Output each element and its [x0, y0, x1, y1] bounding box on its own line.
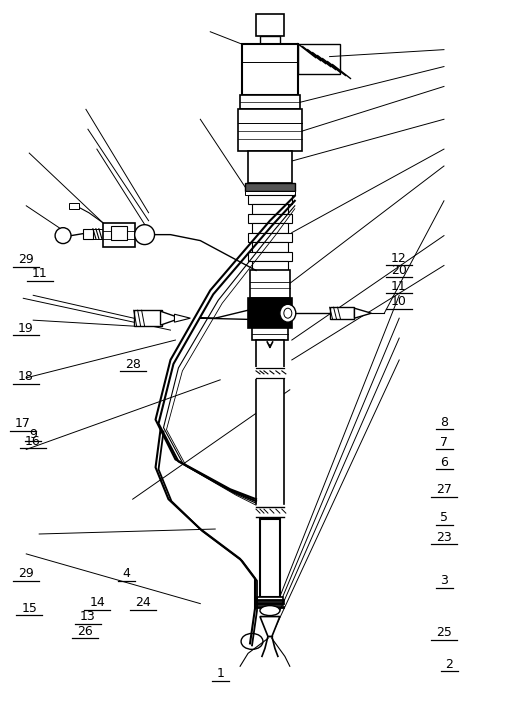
Bar	[250, 271, 290, 299]
Bar	[248, 195, 292, 204]
Ellipse shape	[241, 634, 263, 649]
Bar	[252, 261, 288, 271]
Text: 6: 6	[440, 456, 449, 468]
Text: 26: 26	[77, 625, 93, 638]
Bar	[298, 43, 339, 74]
Bar	[248, 151, 292, 183]
Text: 11: 11	[391, 280, 407, 293]
Text: 10: 10	[391, 295, 407, 308]
Bar	[252, 328, 288, 340]
Text: 24: 24	[135, 597, 151, 609]
Bar	[83, 229, 93, 238]
Bar	[330, 307, 354, 319]
Bar	[69, 203, 79, 209]
Text: 3: 3	[440, 574, 449, 587]
Bar	[242, 43, 298, 95]
Text: 1: 1	[217, 667, 224, 681]
Bar	[240, 95, 300, 109]
Bar	[252, 223, 288, 233]
Text: 18: 18	[18, 371, 34, 383]
Bar	[248, 233, 292, 242]
Bar	[252, 204, 288, 214]
Bar	[260, 36, 280, 43]
Text: 12: 12	[391, 252, 407, 265]
Text: 29: 29	[18, 253, 34, 266]
Bar	[256, 14, 284, 36]
Text: 14: 14	[89, 597, 105, 609]
Text: 29: 29	[18, 567, 34, 580]
Bar	[256, 340, 284, 509]
Text: 9: 9	[29, 428, 37, 441]
Text: 17: 17	[15, 417, 31, 430]
Polygon shape	[260, 617, 280, 637]
Circle shape	[135, 225, 155, 245]
Bar	[260, 519, 280, 597]
Bar	[245, 183, 295, 191]
Text: 2: 2	[445, 658, 454, 671]
Circle shape	[55, 228, 71, 243]
Text: 5: 5	[440, 511, 449, 524]
Text: 23: 23	[437, 531, 452, 544]
Polygon shape	[175, 314, 190, 322]
Text: 8: 8	[440, 416, 449, 429]
Ellipse shape	[280, 304, 296, 322]
Bar	[248, 299, 292, 328]
Bar	[103, 223, 135, 247]
Polygon shape	[161, 311, 180, 325]
Ellipse shape	[260, 606, 280, 615]
Bar	[245, 191, 295, 195]
Text: 27: 27	[436, 484, 452, 496]
Bar	[257, 597, 283, 605]
Text: 16: 16	[25, 435, 41, 448]
Text: 28: 28	[125, 358, 141, 371]
Text: 15: 15	[22, 602, 37, 615]
Text: 4: 4	[122, 567, 130, 580]
Text: 13: 13	[80, 611, 96, 623]
Text: 20: 20	[391, 264, 407, 277]
Polygon shape	[354, 308, 371, 318]
Bar	[238, 109, 302, 151]
Bar	[248, 214, 292, 223]
Text: 25: 25	[436, 627, 452, 639]
Text: 7: 7	[440, 436, 449, 449]
Bar	[134, 311, 161, 326]
Bar	[111, 226, 126, 240]
Ellipse shape	[284, 308, 292, 318]
Bar	[252, 242, 288, 252]
Text: 11: 11	[32, 267, 48, 280]
Bar	[248, 252, 292, 261]
Text: 19: 19	[18, 322, 34, 334]
